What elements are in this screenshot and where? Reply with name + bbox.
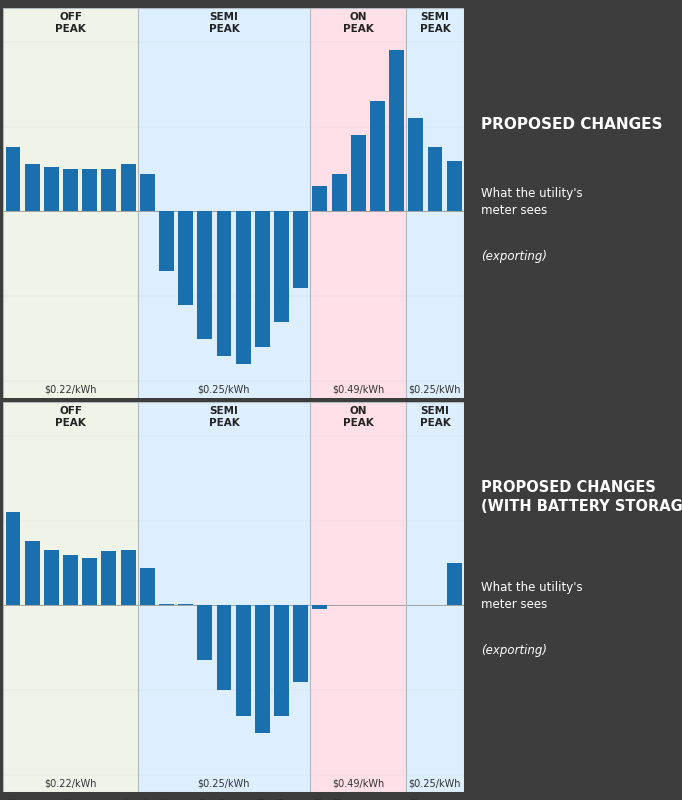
Bar bbox=[236, 606, 251, 716]
Bar bbox=[25, 164, 40, 211]
Bar bbox=[5, 512, 20, 606]
Bar bbox=[83, 169, 98, 211]
Bar bbox=[351, 135, 366, 211]
Text: PROPOSED CHANGES
(WITH BATTERY STORAGE): PROPOSED CHANGES (WITH BATTERY STORAGE) bbox=[481, 480, 682, 514]
Bar bbox=[197, 606, 212, 660]
Bar bbox=[25, 541, 40, 606]
Bar bbox=[447, 563, 462, 606]
Bar bbox=[310, 8, 406, 398]
Bar bbox=[159, 211, 174, 271]
Bar bbox=[274, 606, 289, 716]
Text: $0.22/kWh: $0.22/kWh bbox=[44, 778, 97, 788]
Bar bbox=[83, 558, 98, 606]
Text: $0.49/kWh: $0.49/kWh bbox=[332, 778, 385, 788]
Bar bbox=[178, 211, 193, 305]
Bar bbox=[428, 147, 443, 211]
Bar bbox=[121, 550, 136, 606]
Bar bbox=[159, 604, 174, 606]
Bar bbox=[236, 211, 251, 364]
Bar bbox=[331, 174, 346, 211]
Bar bbox=[406, 402, 464, 792]
Bar bbox=[293, 211, 308, 288]
Bar bbox=[3, 402, 138, 792]
Bar bbox=[255, 606, 270, 733]
Text: ON
PEAK: ON PEAK bbox=[343, 12, 374, 34]
Text: SEMI
PEAK: SEMI PEAK bbox=[419, 12, 450, 34]
Text: $0.25/kWh: $0.25/kWh bbox=[409, 778, 461, 788]
Bar bbox=[389, 50, 404, 211]
Text: What the utility's
meter sees: What the utility's meter sees bbox=[481, 187, 582, 218]
Text: OFF
PEAK: OFF PEAK bbox=[55, 12, 86, 34]
Bar bbox=[310, 402, 406, 792]
Bar bbox=[293, 606, 308, 682]
Bar bbox=[102, 169, 117, 211]
Text: $0.25/kWh: $0.25/kWh bbox=[409, 384, 461, 394]
Bar bbox=[140, 568, 155, 606]
Bar bbox=[138, 402, 310, 792]
Text: $0.49/kWh: $0.49/kWh bbox=[332, 384, 385, 394]
Bar bbox=[447, 161, 462, 211]
Text: (exporting): (exporting) bbox=[481, 644, 547, 657]
Bar bbox=[312, 606, 327, 609]
Bar bbox=[121, 164, 136, 211]
Text: ON
PEAK: ON PEAK bbox=[343, 406, 374, 427]
Bar bbox=[140, 174, 155, 211]
Text: SEMI
PEAK: SEMI PEAK bbox=[209, 406, 239, 427]
Bar bbox=[63, 554, 78, 606]
Text: SEMI
PEAK: SEMI PEAK bbox=[209, 12, 239, 34]
Bar bbox=[274, 211, 289, 322]
Text: PROPOSED CHANGES: PROPOSED CHANGES bbox=[481, 118, 662, 132]
Bar bbox=[44, 550, 59, 606]
Text: SEMI
PEAK: SEMI PEAK bbox=[419, 406, 450, 427]
Bar bbox=[255, 211, 270, 347]
Bar bbox=[406, 8, 464, 398]
Bar bbox=[216, 606, 231, 690]
Bar bbox=[5, 147, 20, 211]
Bar bbox=[312, 186, 327, 211]
Text: OFF
PEAK: OFF PEAK bbox=[55, 406, 86, 427]
Text: (exporting): (exporting) bbox=[481, 250, 547, 263]
Bar bbox=[197, 211, 212, 338]
Bar bbox=[178, 604, 193, 606]
Bar bbox=[409, 118, 424, 211]
Text: $0.25/kWh: $0.25/kWh bbox=[198, 778, 250, 788]
Text: $0.25/kWh: $0.25/kWh bbox=[198, 384, 250, 394]
Bar bbox=[138, 8, 310, 398]
Bar bbox=[44, 167, 59, 211]
Bar bbox=[3, 8, 138, 398]
Text: What the utility's
meter sees: What the utility's meter sees bbox=[481, 582, 582, 611]
Bar bbox=[216, 211, 231, 356]
Bar bbox=[63, 169, 78, 211]
Bar bbox=[102, 551, 117, 606]
Text: $0.22/kWh: $0.22/kWh bbox=[44, 384, 97, 394]
Bar bbox=[370, 102, 385, 211]
